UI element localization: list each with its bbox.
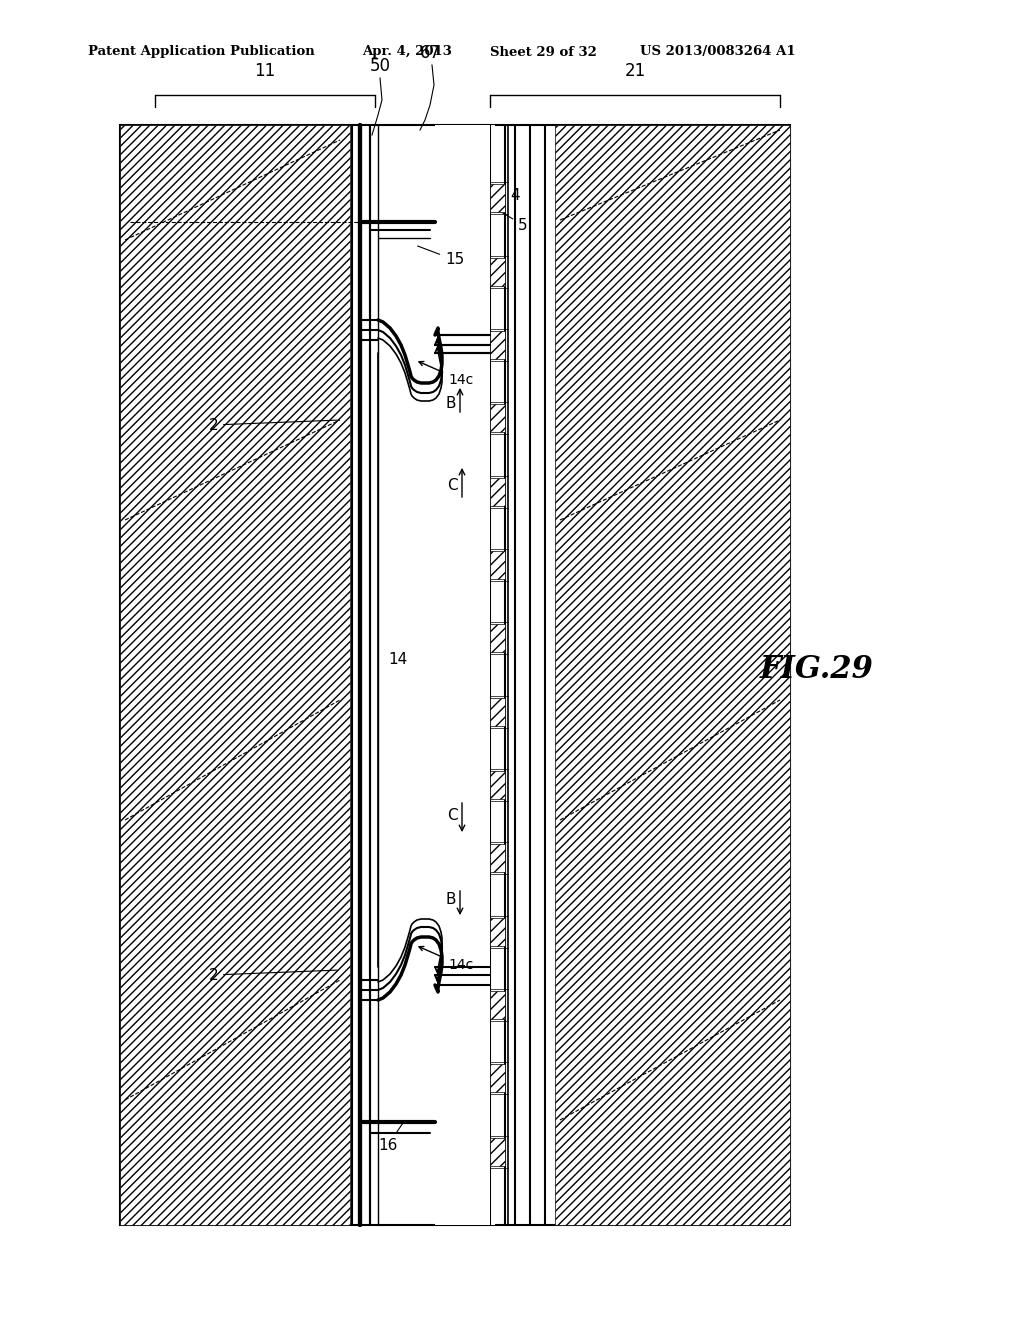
Text: 2: 2 xyxy=(208,417,337,433)
Bar xyxy=(490,845,505,873)
Bar xyxy=(490,1064,505,1093)
Bar xyxy=(490,1138,505,1166)
Text: Patent Application Publication: Patent Application Publication xyxy=(88,45,314,58)
Bar xyxy=(490,624,505,652)
Bar xyxy=(435,125,490,1225)
Text: 11: 11 xyxy=(254,62,275,81)
Bar xyxy=(435,125,495,1225)
Bar xyxy=(357,335,372,985)
Bar xyxy=(120,125,350,1225)
Text: C: C xyxy=(447,478,458,492)
Text: Apr. 4, 2013: Apr. 4, 2013 xyxy=(362,45,452,58)
Text: FIG.29: FIG.29 xyxy=(760,655,873,685)
Text: 67: 67 xyxy=(420,44,440,62)
Text: US 2013/0083264 A1: US 2013/0083264 A1 xyxy=(640,45,796,58)
Text: 15: 15 xyxy=(418,246,464,268)
Bar xyxy=(490,917,505,945)
Text: 4: 4 xyxy=(497,186,519,202)
Bar xyxy=(555,125,790,1225)
Text: B: B xyxy=(445,396,456,411)
Bar xyxy=(490,550,505,579)
Text: Sheet 29 of 32: Sheet 29 of 32 xyxy=(490,45,597,58)
Text: 14c: 14c xyxy=(419,362,473,387)
Bar xyxy=(490,771,505,799)
Text: 16: 16 xyxy=(378,1122,403,1152)
Bar xyxy=(490,257,505,285)
Text: 14: 14 xyxy=(388,652,408,668)
Bar xyxy=(490,991,505,1019)
Bar xyxy=(490,404,505,433)
Bar xyxy=(490,185,505,213)
Text: 14c: 14c xyxy=(419,946,473,972)
Bar xyxy=(490,698,505,726)
Text: 2: 2 xyxy=(208,968,337,982)
Bar xyxy=(120,125,790,1225)
Text: 50: 50 xyxy=(370,57,390,75)
Bar xyxy=(490,331,505,359)
Text: 21: 21 xyxy=(625,62,645,81)
Bar xyxy=(490,478,505,506)
Text: 5: 5 xyxy=(501,211,527,232)
Text: C: C xyxy=(447,808,458,822)
Text: B: B xyxy=(445,892,456,908)
